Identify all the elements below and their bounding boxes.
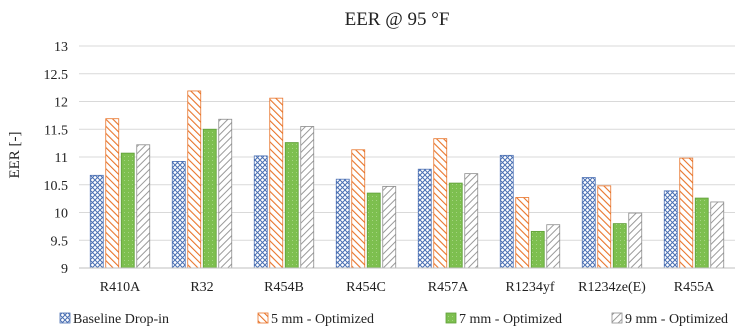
- bar-5-mm-optimized-r454c: [351, 149, 366, 269]
- bar-9-mm-optimized-r410a: [136, 144, 151, 269]
- x-tick-label: R1234ze(E): [578, 280, 646, 295]
- bar-9-mm-optimized-r1234yf: [546, 224, 561, 269]
- legend: Baseline Drop-in 5 mm - Optimized 7 mm - O…: [59, 312, 728, 327]
- bar-baseline-drop-in-r1234ze-e-: [581, 177, 596, 269]
- bar-9-mm-optimized-r454c: [382, 186, 397, 269]
- bar-5-mm-optimized-r1234ze-e-: [597, 185, 612, 269]
- bar-9-mm-optimized-r1234ze-e-: [628, 212, 643, 269]
- bar-9-mm-optimized-r455a: [710, 201, 725, 269]
- x-tick-label: R455A: [674, 280, 715, 295]
- bar-baseline-drop-in-r32: [171, 161, 186, 269]
- x-tick-label: R454C: [346, 280, 386, 295]
- bar-7-mm-optimized-r1234yf: [530, 230, 545, 269]
- chart-title: EER @ 95 °F: [345, 9, 450, 30]
- bar-7-mm-optimized-r454c: [366, 192, 381, 269]
- x-tick-label: R32: [190, 280, 213, 295]
- x-tick-label: R454B: [264, 280, 304, 295]
- bar-baseline-drop-in-r455a: [663, 190, 678, 269]
- legend-label: 5 mm - Optimized: [271, 312, 374, 327]
- y-tick-label: 13: [54, 40, 68, 55]
- legend-item: Baseline Drop-in: [59, 312, 169, 327]
- legend-swatch: [445, 312, 457, 324]
- x-axis-ticks: R410A R32 R454B R454C R457A R1234yf R1234ze(E)…: [100, 280, 715, 295]
- bar-7-mm-optimized-r457a: [448, 182, 463, 269]
- x-tick-label: R457A: [428, 280, 469, 295]
- y-tick-label: 10.5: [44, 179, 69, 194]
- y-tick-label: 12: [54, 96, 68, 111]
- legend-swatch: [257, 312, 269, 324]
- legend-label: 9 mm - Optimized: [625, 312, 728, 327]
- bar-baseline-drop-in-r1234yf: [499, 154, 514, 269]
- bar-baseline-drop-in-r457a: [417, 168, 432, 269]
- bar-7-mm-optimized-r410a: [120, 152, 135, 269]
- legend-label: Baseline Drop-in: [73, 312, 169, 327]
- bar-5-mm-optimized-r457a: [433, 138, 448, 269]
- bar-baseline-drop-in-r410a: [89, 174, 104, 269]
- bar-9-mm-optimized-r32: [218, 118, 233, 269]
- bar-7-mm-optimized-r454b: [284, 142, 299, 269]
- bar-5-mm-optimized-r410a: [105, 118, 120, 269]
- legend-swatch: [611, 312, 623, 324]
- bar-5-mm-optimized-r454b: [269, 97, 284, 269]
- bar-5-mm-optimized-r455a: [679, 157, 694, 269]
- legend-swatch: [59, 312, 71, 324]
- x-tick-label: R410A: [100, 280, 141, 295]
- legend-item: 9 mm - Optimized: [611, 312, 728, 327]
- bar-9-mm-optimized-r457a: [464, 173, 479, 269]
- bar-7-mm-optimized-r455a: [694, 197, 709, 269]
- y-axis-label: EER [-]: [7, 131, 23, 178]
- y-axis-ticks: 9 9.5 10 10.5 11 11.5 12 12.5 13: [44, 40, 69, 277]
- bar-baseline-drop-in-r454c: [335, 178, 350, 269]
- y-tick-label: 11: [55, 151, 68, 166]
- bars: [89, 90, 725, 269]
- y-tick-label: 10: [54, 207, 68, 222]
- y-tick-label: 12.5: [44, 68, 69, 83]
- y-tick-label: 11.5: [44, 123, 68, 138]
- bar-5-mm-optimized-r1234yf: [515, 197, 530, 269]
- y-tick-label: 9: [61, 262, 68, 277]
- bar-7-mm-optimized-r1234ze-e-: [612, 223, 627, 269]
- legend-label: 7 mm - Optimized: [459, 312, 562, 327]
- bar-9-mm-optimized-r454b: [300, 126, 315, 269]
- bar-baseline-drop-in-r454b: [253, 155, 268, 269]
- bar-7-mm-optimized-r32: [202, 128, 217, 269]
- bar-5-mm-optimized-r32: [187, 90, 202, 269]
- x-tick-label: R1234yf: [506, 280, 555, 295]
- y-tick-label: 9.5: [51, 234, 69, 249]
- legend-item: 5 mm - Optimized: [257, 312, 374, 327]
- legend-item: 7 mm - Optimized: [445, 312, 562, 327]
